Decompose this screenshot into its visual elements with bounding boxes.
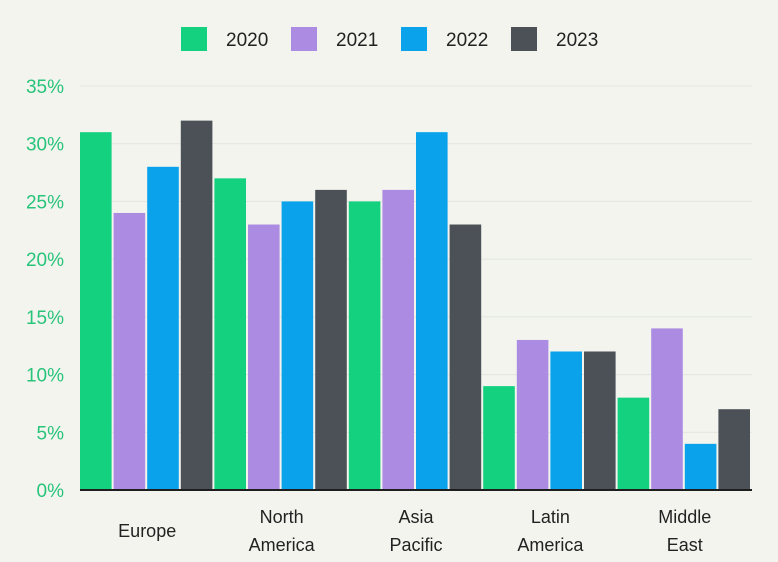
- legend-swatch-2023: [511, 27, 537, 51]
- bar-2021: [248, 224, 280, 490]
- bar-2020: [214, 178, 246, 491]
- y-tick-label: 5%: [37, 423, 65, 444]
- y-tick-label: 15%: [26, 308, 64, 329]
- legend-label-2020: 2020: [226, 30, 268, 51]
- bar-2023: [718, 409, 750, 490]
- bar-2022: [281, 201, 314, 490]
- bar-2023: [315, 189, 347, 490]
- x-category-label: Latin America: [517, 507, 584, 555]
- x-category-label: North America: [249, 507, 316, 555]
- bar-2021: [382, 189, 414, 490]
- bar-2020: [617, 397, 650, 490]
- x-category-label: Europe: [118, 521, 176, 541]
- y-tick-label: 10%: [26, 366, 64, 387]
- legend-swatch-2020: [181, 27, 207, 51]
- bar-2020: [348, 201, 381, 490]
- y-tick-label: 0%: [37, 481, 65, 502]
- y-tick-label: 25%: [26, 192, 64, 213]
- legend-label-2021: 2021: [336, 30, 378, 51]
- bar-2020: [80, 132, 112, 490]
- legend-swatch-2021: [291, 27, 317, 51]
- bar-2021: [113, 212, 146, 490]
- bar-2021: [651, 328, 683, 490]
- bar-2020: [483, 386, 515, 490]
- legend-label-2022: 2022: [446, 30, 488, 51]
- y-tick-label: 20%: [26, 250, 64, 271]
- bar-2021: [516, 339, 549, 490]
- y-axis-ticks: 0% 5% 10% 15% 20% 25% 30% 35%: [26, 77, 64, 502]
- bar-2023: [584, 351, 616, 490]
- bar-2023: [180, 120, 213, 490]
- x-axis-labels: Europe North America Asia Pacific Latin Americ…: [118, 507, 711, 555]
- bar-2022: [147, 166, 179, 491]
- bar-2022: [416, 132, 448, 490]
- legend: 2020 2021 2022 2023: [181, 27, 598, 51]
- bar-2023: [449, 224, 482, 490]
- x-category-label: Asia Pacific: [389, 507, 442, 555]
- bar-2022: [550, 351, 582, 490]
- legend-swatch-2022: [401, 27, 427, 51]
- y-tick-label: 30%: [26, 135, 64, 156]
- bars: [80, 120, 750, 491]
- legend-label-2023: 2023: [556, 30, 598, 51]
- y-tick-label: 35%: [26, 77, 64, 98]
- bar-2022: [684, 443, 717, 490]
- x-category-label: Middle East: [658, 507, 711, 555]
